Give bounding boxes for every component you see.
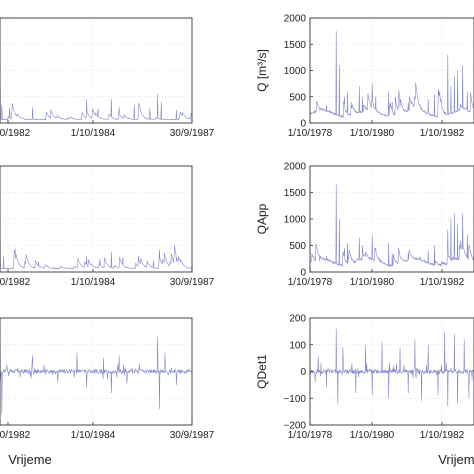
y-tick-label: 0 xyxy=(300,367,306,378)
x-axis-label: Vrijeme xyxy=(8,452,52,467)
x-tick-label: 30/9/1987 xyxy=(170,128,215,139)
y-tick-label: 100 xyxy=(289,340,306,351)
y-tick-label: 200 xyxy=(289,314,306,325)
x-tick-label: 1/10/1978 xyxy=(288,128,333,139)
x-tick-label: 1/10/1982 xyxy=(420,128,465,139)
chart-panel-left-top: 1/10/1982 1/10/1984 30/9/1987 xyxy=(0,17,215,139)
chart-panel-right-middle: 1/10/1978 1/10/1980 1/10/1982 2000 1500 1000 5… xyxy=(255,162,474,288)
x-tick-label: 1/10/1984 xyxy=(71,277,116,288)
y-tick-label: 0 xyxy=(300,268,306,279)
series-line xyxy=(309,328,474,407)
y-tick-label: −200 xyxy=(283,421,306,432)
y-axis-label: QDet1 xyxy=(255,354,269,389)
x-tick-label: 1/10/1982 xyxy=(0,128,31,139)
y-axis-label: QApp xyxy=(255,203,269,234)
y-axis-label: Q [m³/s] xyxy=(255,49,269,92)
x-tick-label: 30/9/1987 xyxy=(170,430,215,441)
series-line xyxy=(309,184,474,267)
x-tick-label: 1/10/1984 xyxy=(71,430,116,441)
x-tick-label: 30/9/1987 xyxy=(170,277,215,288)
y-tick-label: 0 xyxy=(300,119,306,130)
x-tick-label: 1/10/1982 xyxy=(420,277,465,288)
series-line xyxy=(309,31,474,118)
y-tick-label: 1500 xyxy=(284,188,307,199)
series-line xyxy=(0,44,193,121)
x-tick-label: 1/10/1978 xyxy=(288,277,333,288)
x-tick-label: 1/10/1984 xyxy=(71,128,116,139)
x-tick-label: 1/10/1982 xyxy=(0,277,31,288)
plot-frame xyxy=(0,165,193,273)
chart-panel-left-bottom: 1/10/1982 1/10/1984 30/9/1987 Vrijeme xyxy=(0,317,215,467)
series-line xyxy=(0,323,193,415)
chart-panel-right-bottom: 1/10/1978 1/10/1980 1/10/1982 200 100 0 −100 −2… xyxy=(255,314,474,467)
chart-panel-right-top: 1/10/1978 1/10/1980 1/10/1982 2000 1500 1000 5… xyxy=(255,14,474,139)
y-tick-label: 500 xyxy=(289,92,306,103)
x-tick-label: 1/10/1982 xyxy=(0,430,31,441)
x-tick-label: 1/10/1980 xyxy=(350,128,395,139)
series-line xyxy=(0,205,193,270)
y-tick-label: −100 xyxy=(283,394,306,405)
chart-panel-left-middle: 1/10/1982 1/10/1984 30/9/1987 xyxy=(0,165,215,288)
y-tick-label: 2000 xyxy=(284,162,307,173)
x-tick-label: 1/10/1978 xyxy=(288,430,333,441)
x-axis-label: Vrijeme xyxy=(438,452,474,467)
y-tick-label: 2000 xyxy=(284,14,307,25)
y-tick-label: 1000 xyxy=(284,66,307,77)
y-tick-label: 500 xyxy=(289,241,306,252)
x-tick-label: 1/10/1980 xyxy=(350,277,395,288)
x-tick-label: 1/10/1980 xyxy=(350,430,395,441)
x-tick-label: 1/10/1982 xyxy=(420,430,465,441)
plot-frame xyxy=(0,317,193,426)
y-tick-label: 1000 xyxy=(284,215,307,226)
plot-frame xyxy=(0,17,193,124)
y-tick-label: 1500 xyxy=(284,40,307,51)
